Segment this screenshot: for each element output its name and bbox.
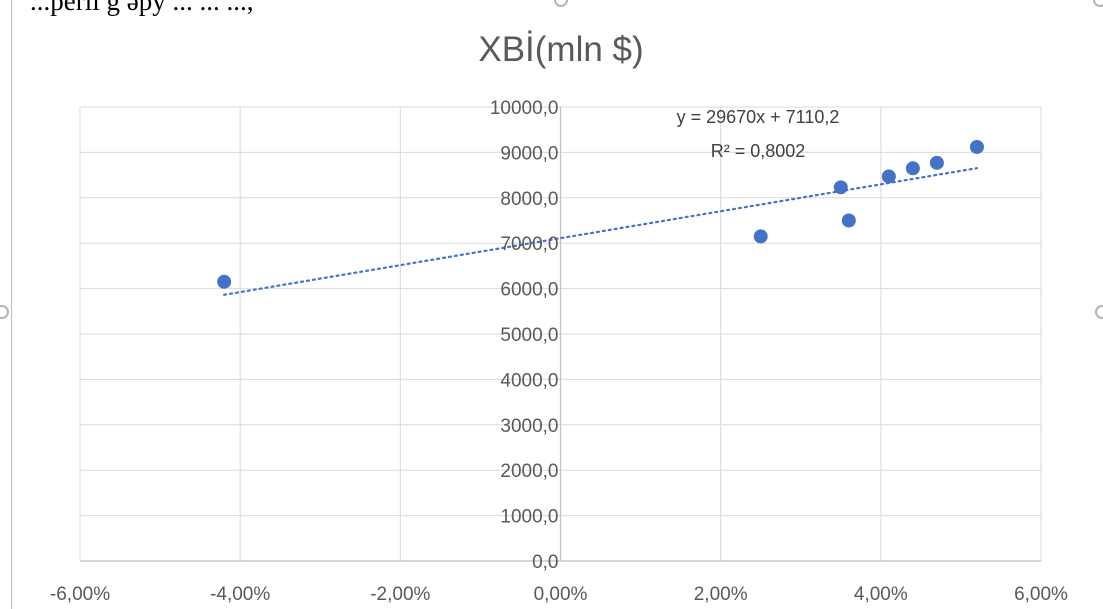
- trendline-r-squared: R² = 0,8002: [711, 141, 806, 161]
- y-tick-label: 7000,0: [500, 234, 558, 255]
- tick-labels: 0,0 1000,0 2000,0 3000,0 4000,0 5000,0 6000,0 7…: [50, 98, 1068, 605]
- trendline: [223, 167, 979, 296]
- trendline-path: [223, 167, 979, 296]
- data-points: [217, 139, 984, 289]
- resize-handle-right[interactable]: [1095, 305, 1103, 319]
- y-tick-label: 1000,0: [500, 507, 558, 528]
- x-tick-label: -4,00%: [210, 584, 270, 605]
- x-tick-label: 6,00%: [1014, 584, 1068, 605]
- x-tick-label: 4,00%: [854, 584, 908, 605]
- y-tick-label: 5000,0: [500, 325, 558, 346]
- data-point: [753, 229, 768, 244]
- document-text-fragment: ...perli g əpy ... ... ...,: [30, 0, 254, 16]
- y-tick-label: 8000,0: [500, 189, 558, 210]
- resize-handle-left[interactable]: [0, 305, 9, 319]
- data-point: [929, 155, 944, 170]
- data-point: [905, 161, 920, 176]
- x-tick-label: 2,00%: [694, 584, 748, 605]
- y-tick-label: 3000,0: [500, 416, 558, 437]
- trendline-equation: y = 29670x + 7110,2: [677, 107, 840, 127]
- x-tick-label: 0,00%: [534, 584, 588, 605]
- resize-handle-top[interactable]: [554, 0, 568, 7]
- y-tick-label: 9000,0: [500, 143, 558, 164]
- data-point: [841, 213, 856, 228]
- resize-handle-top-right[interactable]: [1093, 0, 1103, 7]
- data-point: [881, 169, 896, 184]
- data-point: [833, 180, 848, 195]
- y-tick-label: 2000,0: [500, 461, 558, 482]
- chart-title: XBİ(mln $): [478, 30, 643, 69]
- axes: [80, 107, 1041, 562]
- y-tick-label: 0,0: [532, 552, 558, 573]
- y-tick-label: 4000,0: [500, 370, 558, 391]
- y-tick-label: 10000,0: [490, 98, 559, 119]
- data-point: [969, 139, 984, 154]
- x-tick-label: -6,00%: [50, 584, 110, 605]
- y-tick-label: 6000,0: [500, 280, 558, 301]
- data-point: [217, 274, 232, 289]
- x-tick-label: -2,00%: [370, 584, 430, 605]
- chart-frame-border: [11, 0, 12, 609]
